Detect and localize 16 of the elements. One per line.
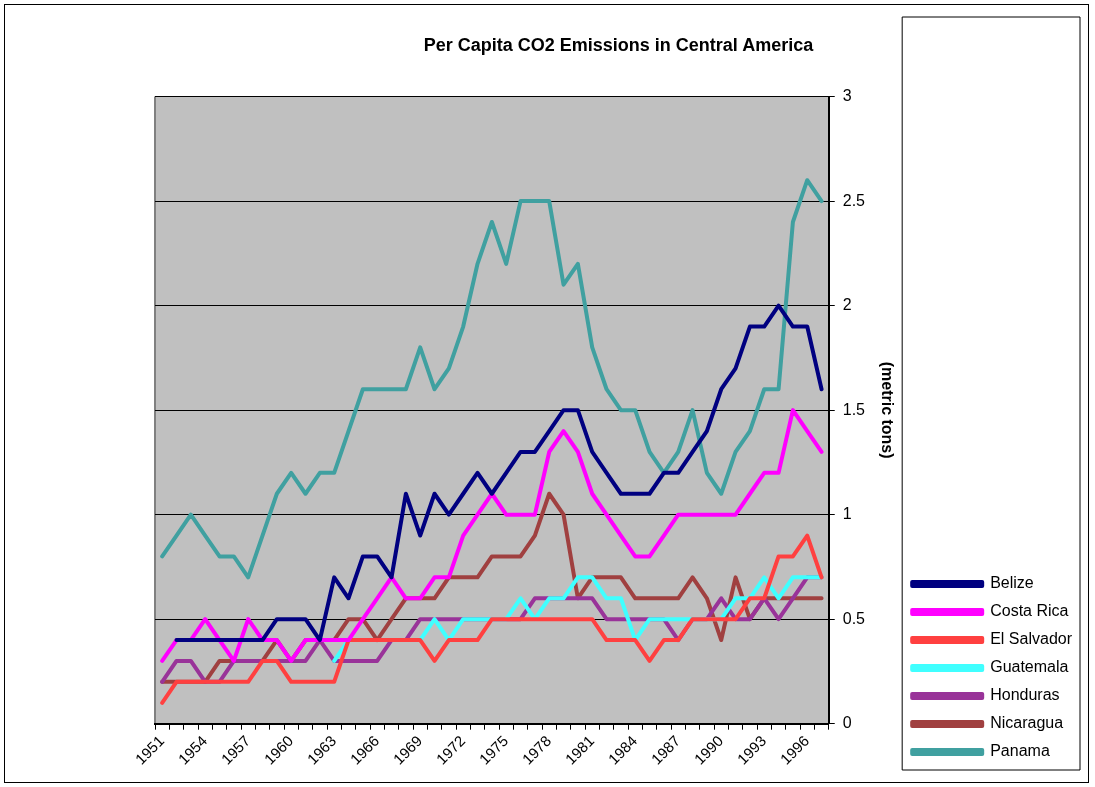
legend-label: Honduras (990, 686, 1060, 704)
y2-tick-label: 0.5 (842, 609, 866, 627)
y2-tick-label: 2 (842, 296, 852, 314)
y2-tick-label: 0 (842, 714, 852, 732)
y2-axis-title: (metric tons) (879, 361, 897, 459)
y2-tick-label: 1.5 (842, 400, 866, 418)
legend-label: Nicaragua (990, 714, 1064, 732)
legend-label: Panama (990, 742, 1050, 760)
legend-label: Belize (990, 574, 1034, 592)
legend-label: El Salvador (990, 630, 1073, 648)
y2-tick-label: 3 (842, 87, 852, 105)
legend-label: Guatemala (990, 658, 1069, 676)
y2-tick-label: 1 (842, 505, 852, 523)
chart-title: Per Capita CO2 Emissions in Central America (423, 34, 815, 55)
y2-tick-label: 2.5 (842, 191, 866, 209)
legend-label: Costa Rica (990, 602, 1069, 620)
